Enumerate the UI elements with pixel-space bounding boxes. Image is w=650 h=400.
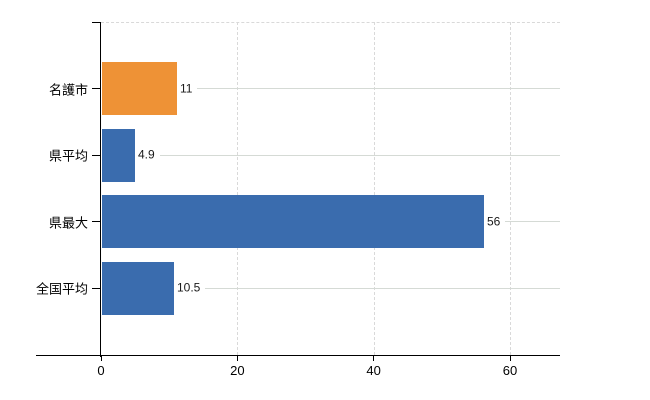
bar-value-label: 10.5 <box>174 280 206 296</box>
x-tick-label: 60 <box>502 363 518 378</box>
y-axis-top-tick <box>92 22 101 23</box>
category-label: 県最大 <box>48 215 88 231</box>
grid-line-vertical <box>237 22 239 355</box>
value-leader-line <box>177 88 560 90</box>
grid-line-vertical <box>510 22 511 355</box>
bar <box>102 129 135 182</box>
y-axis <box>99 22 101 357</box>
x-tick-label: 20 <box>230 363 245 378</box>
category-tick <box>92 221 101 223</box>
category-tick <box>92 88 101 90</box>
value-leader-line <box>174 287 560 289</box>
value-leader-line <box>135 154 560 156</box>
x-tick <box>100 355 102 361</box>
category-tick <box>92 154 101 156</box>
bar <box>102 195 484 248</box>
x-tick-label: 40 <box>366 363 381 378</box>
x-tick <box>373 355 375 361</box>
grid-line-vertical <box>373 22 375 355</box>
category-tick <box>92 287 101 289</box>
value-leader-line <box>484 221 560 223</box>
plot-top-border <box>101 22 560 23</box>
x-tick-label: 0 <box>97 363 105 378</box>
x-axis <box>36 354 560 356</box>
bar-value-label: 56 <box>484 214 506 230</box>
category-label: 名護市 <box>48 82 88 98</box>
bar <box>102 62 177 115</box>
bar-value-label: 4.9 <box>135 147 160 163</box>
category-label: 県平均 <box>48 148 88 164</box>
bar <box>102 262 174 315</box>
x-tick <box>509 355 511 361</box>
category-label: 全国平均 <box>35 281 88 297</box>
x-tick <box>236 355 238 361</box>
bar-value-label: 11 <box>177 81 198 97</box>
